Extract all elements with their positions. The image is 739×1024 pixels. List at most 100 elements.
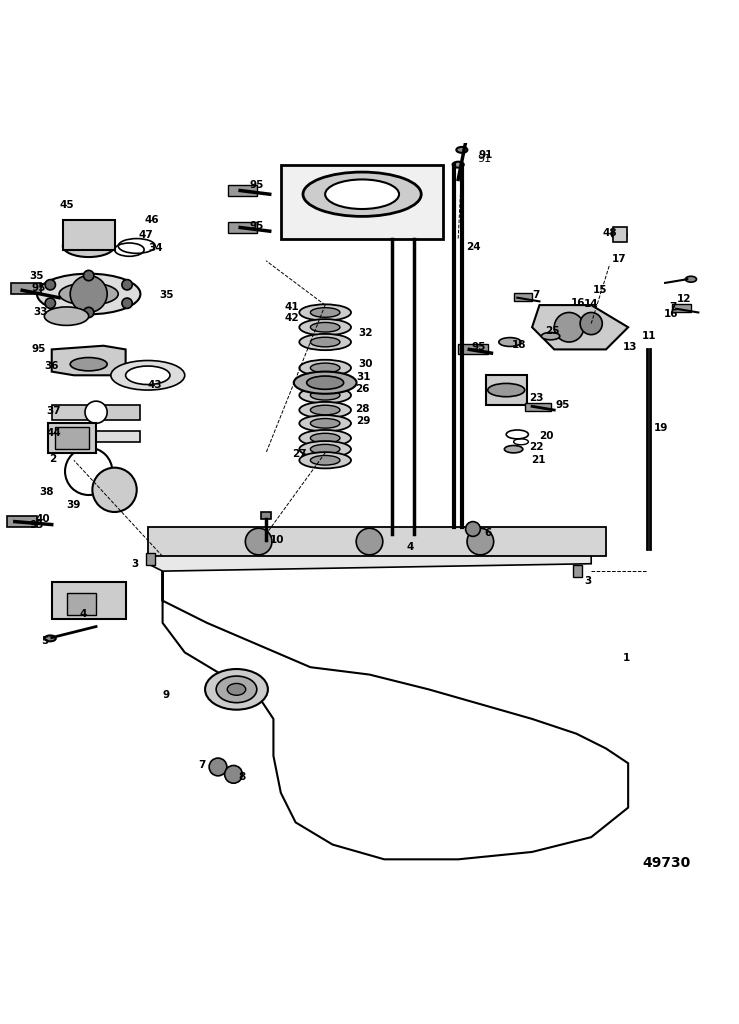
Ellipse shape — [293, 372, 357, 394]
Ellipse shape — [310, 456, 340, 465]
Text: 4: 4 — [79, 609, 86, 618]
Text: 20: 20 — [539, 431, 554, 441]
Bar — [486, 375, 527, 404]
Circle shape — [466, 521, 480, 537]
Text: 16: 16 — [664, 309, 678, 318]
Ellipse shape — [299, 375, 351, 391]
Text: 91: 91 — [478, 151, 493, 160]
Bar — [281, 165, 443, 239]
Circle shape — [245, 528, 272, 555]
Text: 7: 7 — [198, 761, 205, 770]
Ellipse shape — [59, 283, 118, 305]
Text: 41: 41 — [285, 301, 299, 311]
Ellipse shape — [488, 383, 525, 396]
Text: 8: 8 — [239, 771, 246, 781]
Text: 31: 31 — [356, 372, 371, 382]
Ellipse shape — [299, 453, 351, 468]
Polygon shape — [148, 535, 591, 571]
Ellipse shape — [216, 676, 257, 702]
Ellipse shape — [227, 683, 245, 695]
Circle shape — [225, 766, 242, 783]
Text: 38: 38 — [39, 487, 54, 497]
Circle shape — [122, 298, 132, 308]
Circle shape — [580, 312, 602, 335]
Text: 3: 3 — [584, 575, 591, 586]
Text: 27: 27 — [292, 450, 307, 460]
Text: 11: 11 — [641, 331, 656, 341]
Text: 95: 95 — [249, 180, 264, 190]
Text: 2: 2 — [50, 454, 57, 464]
Text: 23: 23 — [529, 393, 544, 403]
Bar — [63, 220, 115, 250]
Ellipse shape — [310, 307, 340, 317]
Ellipse shape — [299, 334, 351, 350]
Ellipse shape — [37, 273, 140, 314]
Text: 33: 33 — [33, 307, 48, 317]
Bar — [48, 423, 96, 453]
Text: 14: 14 — [584, 299, 599, 308]
Ellipse shape — [299, 401, 351, 418]
Ellipse shape — [310, 323, 340, 332]
Text: 49730: 49730 — [643, 856, 691, 870]
Text: 43: 43 — [148, 380, 163, 390]
Circle shape — [467, 528, 494, 555]
Text: 95: 95 — [31, 283, 46, 293]
Text: 35: 35 — [30, 270, 44, 281]
Ellipse shape — [310, 433, 340, 443]
Ellipse shape — [504, 445, 522, 453]
Text: 13: 13 — [622, 342, 637, 352]
Text: 7: 7 — [532, 291, 539, 300]
Ellipse shape — [205, 669, 268, 710]
Text: 9: 9 — [163, 690, 170, 700]
Text: 7: 7 — [669, 301, 676, 311]
Circle shape — [84, 307, 94, 317]
Text: 44: 44 — [47, 428, 61, 438]
Circle shape — [554, 312, 584, 342]
Ellipse shape — [307, 376, 344, 389]
Circle shape — [85, 401, 107, 423]
Bar — [52, 583, 126, 620]
Text: 42: 42 — [285, 313, 299, 324]
Text: 5: 5 — [41, 636, 48, 646]
Ellipse shape — [111, 360, 185, 390]
Ellipse shape — [612, 230, 627, 240]
Bar — [11, 283, 41, 294]
Bar — [613, 227, 627, 243]
Circle shape — [356, 528, 383, 555]
Ellipse shape — [44, 307, 89, 326]
Polygon shape — [148, 526, 606, 556]
Bar — [7, 516, 37, 526]
Text: 28: 28 — [355, 403, 370, 414]
Bar — [55, 427, 89, 450]
Text: 18: 18 — [511, 340, 526, 350]
Text: 45: 45 — [59, 201, 74, 210]
Text: 15: 15 — [593, 286, 607, 295]
Polygon shape — [52, 404, 140, 420]
Polygon shape — [52, 346, 126, 375]
Ellipse shape — [310, 337, 340, 347]
Circle shape — [92, 468, 137, 512]
Ellipse shape — [541, 333, 560, 340]
Polygon shape — [52, 431, 140, 441]
Ellipse shape — [299, 430, 351, 446]
Text: 26: 26 — [355, 384, 370, 394]
Text: 47: 47 — [138, 229, 153, 240]
Text: 95: 95 — [30, 520, 44, 530]
Polygon shape — [532, 305, 628, 349]
Circle shape — [45, 280, 55, 290]
Text: 46: 46 — [144, 215, 159, 225]
Ellipse shape — [303, 172, 421, 216]
Ellipse shape — [299, 304, 351, 321]
Ellipse shape — [63, 234, 115, 257]
Text: 16: 16 — [571, 298, 585, 308]
Ellipse shape — [299, 319, 351, 336]
Text: 37: 37 — [46, 406, 61, 416]
Ellipse shape — [299, 415, 351, 431]
Text: 35: 35 — [159, 291, 174, 300]
Text: 29: 29 — [356, 416, 371, 426]
Text: 17: 17 — [612, 254, 627, 263]
Text: 25: 25 — [545, 326, 559, 336]
Bar — [146, 553, 155, 565]
Text: 39: 39 — [67, 500, 81, 510]
Text: 1: 1 — [623, 652, 630, 663]
